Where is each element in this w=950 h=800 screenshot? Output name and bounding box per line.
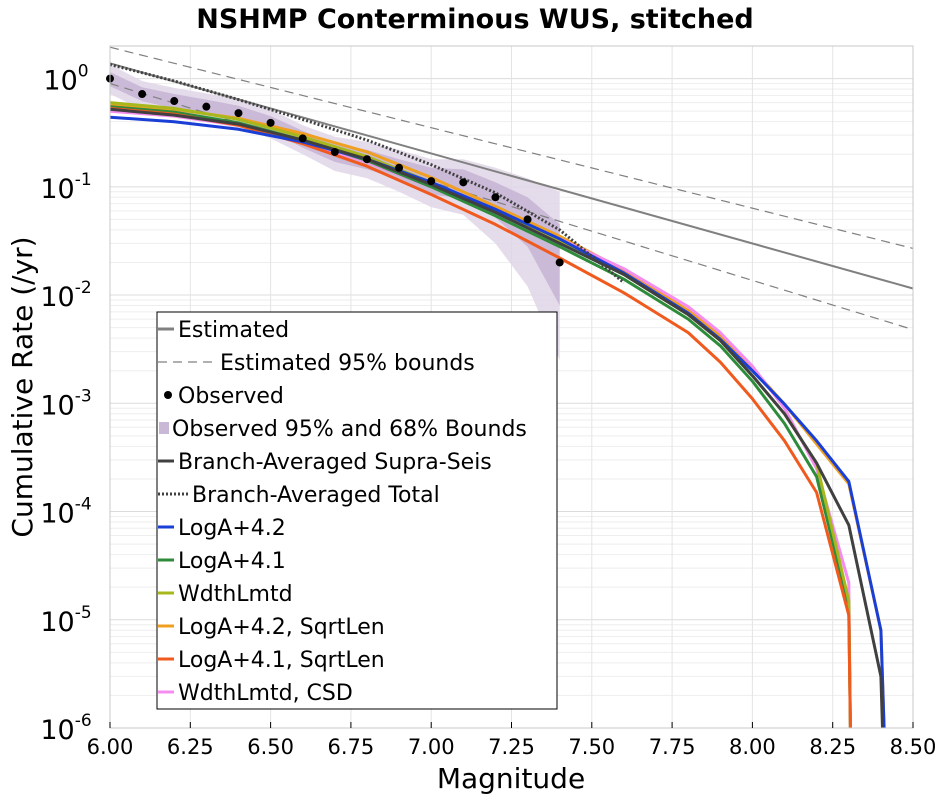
legend-box — [156, 311, 558, 710]
legend-item-wdthlmtd-csd: WdthLmtd, CSD — [158, 681, 353, 706]
chart-title: NSHMP Conterminous WUS, stitched — [196, 4, 753, 35]
observed-point — [266, 118, 275, 127]
observed-point — [427, 177, 436, 186]
observed-point — [555, 258, 564, 267]
y-tick-label: 10-1 — [40, 170, 91, 205]
observed-point — [202, 102, 211, 111]
x-tick-label: 7.50 — [568, 735, 615, 759]
legend: Estimated Estimated 95% bounds Observed Obs… — [156, 311, 558, 710]
observed-points — [106, 74, 564, 267]
legend-item-observed-95-and-68-bounds: Observed 95% and 68% Bounds — [159, 417, 527, 442]
y-tick-label: 10-2 — [40, 278, 91, 313]
y-tick-label: 10-4 — [40, 495, 91, 530]
x-axis-label: Magnitude — [437, 762, 585, 795]
series-line-estimated — [109, 62, 914, 290]
observed-point — [234, 109, 243, 118]
observed-point — [491, 193, 500, 202]
x-tick-label: 6.25 — [167, 735, 214, 759]
legend-item-estimated: Estimated — [158, 318, 289, 343]
series-line-estimated-95-bounds — [109, 46, 914, 249]
legend-label: LogA+4.2 — [178, 516, 286, 541]
x-tick-label: 6.50 — [247, 735, 294, 759]
x-tick-label: 8.00 — [729, 735, 776, 759]
observed-point — [330, 147, 339, 156]
series-line-branch-averaged-supra-seis — [109, 107, 884, 729]
x-tick-label: 6.00 — [87, 735, 134, 759]
observed-point — [459, 178, 468, 187]
series-line-branch-averaged-total — [109, 63, 625, 284]
legend-label: LogA+4.2, SqrtLen — [178, 615, 385, 640]
legend-swatch — [164, 391, 172, 399]
legend-label: Observed 95% and 68% Bounds — [172, 417, 527, 442]
legend-swatch — [159, 422, 169, 434]
y-tick-label: 10-3 — [40, 386, 91, 421]
x-tick-label: 7.25 — [488, 735, 535, 759]
legend-item-loga-4-1: LogA+4.1 — [158, 549, 286, 574]
legend-label: LogA+4.1, SqrtLen — [178, 648, 385, 673]
x-tick-label: 7.75 — [649, 735, 696, 759]
legend-item-wdthlmtd: WdthLmtd — [158, 582, 293, 607]
legend-label: Branch-Averaged Total — [192, 483, 440, 508]
legend-item-observed: Observed — [164, 384, 284, 409]
legend-label: WdthLmtd — [178, 582, 293, 607]
legend-label: WdthLmtd, CSD — [178, 681, 353, 706]
legend-item-loga-4-1-sqrtlen: LogA+4.1, SqrtLen — [158, 648, 385, 673]
observed-68-band — [110, 72, 560, 306]
x-tick-label: 8.50 — [890, 735, 937, 759]
series-lines — [109, 46, 914, 729]
legend-label: LogA+4.1 — [178, 549, 286, 574]
legend-item-branch-averaged-total: Branch-Averaged Total — [158, 483, 440, 508]
legend-label: Branch-Averaged Supra-Seis — [178, 450, 492, 475]
observed-point — [170, 97, 179, 106]
legend-item-loga-4-2-sqrtlen: LogA+4.2, SqrtLen — [158, 615, 385, 640]
legend-label: Estimated — [178, 318, 289, 343]
y-axis-label: Cumulative Rate (/yr) — [6, 236, 39, 537]
legend-item-estimated-95-bounds: Estimated 95% bounds — [158, 351, 475, 376]
legend-item-loga-4-2: LogA+4.2 — [158, 516, 286, 541]
x-tick-label: 7.00 — [408, 735, 455, 759]
observed-point — [298, 134, 307, 143]
y-tick-label: 10-6 — [40, 711, 91, 746]
x-tick-label: 8.25 — [809, 735, 856, 759]
y-tick-label: 10-5 — [40, 603, 91, 638]
observed-point — [362, 155, 371, 164]
y-axis-ticks: 100 10-1 10-2 10-3 10-4 10-5 10-6 — [40, 62, 91, 746]
x-axis-ticks: 6.00 6.25 6.50 6.75 7.00 7.25 7.50 7.75 8.00 8.25… — [87, 722, 937, 759]
observed-point — [523, 215, 532, 224]
observed-point — [395, 163, 404, 172]
legend-label: Estimated 95% bounds — [220, 351, 475, 376]
legend-item-branch-averaged-supra-seis: Branch-Averaged Supra-Seis — [158, 450, 492, 475]
legend-label: Observed — [178, 384, 284, 409]
x-tick-label: 6.75 — [328, 735, 375, 759]
observed-point — [138, 90, 147, 99]
y-tick-label: 100 — [43, 62, 88, 97]
